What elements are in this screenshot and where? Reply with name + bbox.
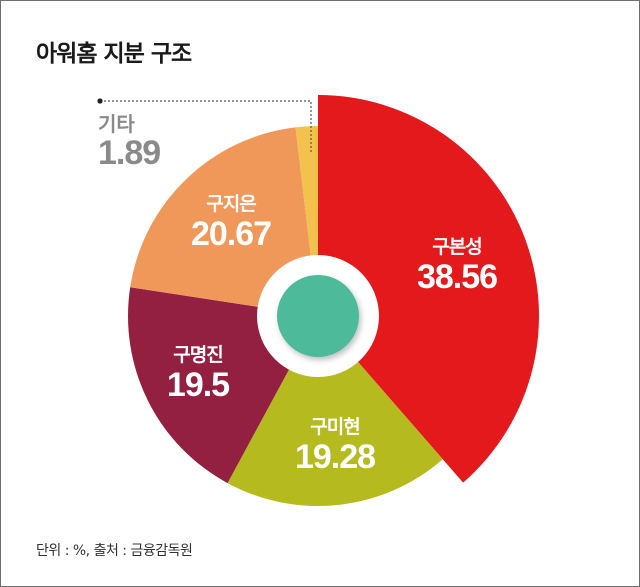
center-dot <box>277 275 359 357</box>
slice-label-gu-jieun: 구지은 20.67 <box>176 193 286 253</box>
slice-value: 20.67 <box>190 215 272 253</box>
other-leader-line <box>100 100 312 152</box>
pie-slice <box>130 127 318 316</box>
slice-label-gu-myeongjin: 구명진 19.5 <box>148 344 248 404</box>
leader-dot <box>97 98 103 104</box>
pie-slice <box>227 316 443 506</box>
slice-label-other: 기타 1.89 <box>98 112 161 172</box>
slice-name: 구명진 <box>173 344 223 366</box>
chart-title: 아워홈 지분 구조 <box>36 41 192 67</box>
slice-label-gu-bonseong: 구본성 38.56 <box>402 236 512 296</box>
pie-slice <box>318 95 540 483</box>
slice-value: 19.5 <box>166 366 230 404</box>
slice-value: 1.89 <box>98 134 161 172</box>
slice-label-gu-mihyeon: 구미현 19.28 <box>280 416 390 476</box>
slice-name: 구지은 <box>206 193 256 215</box>
slice-name: 구본성 <box>432 236 482 258</box>
slice-value: 38.56 <box>416 258 498 296</box>
slice-name: 구미현 <box>310 416 360 438</box>
slice-name: 기타 <box>98 112 135 136</box>
chart-footnote: 단위 : %, 출처 : 금융감독원 <box>36 543 193 559</box>
slice-value: 19.28 <box>294 438 376 476</box>
